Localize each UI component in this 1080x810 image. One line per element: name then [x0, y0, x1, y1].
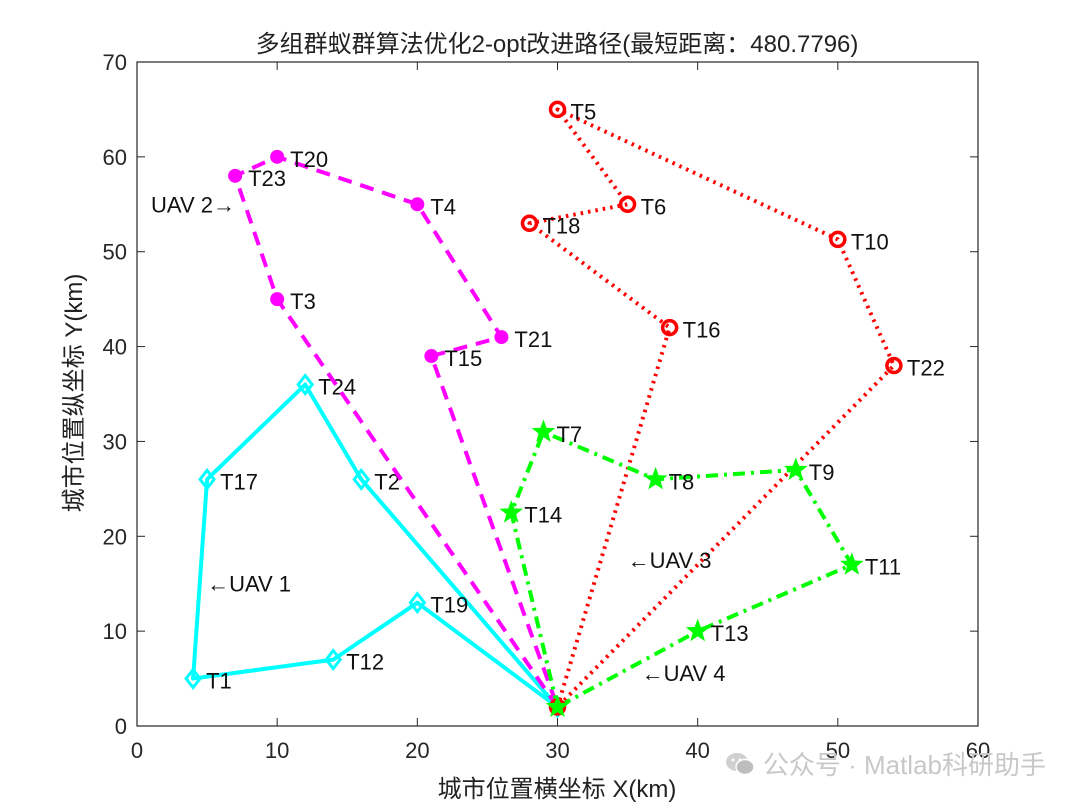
uav-4-annotation: ←UAV 4 [642, 661, 726, 686]
point-label-t21: T21 [514, 327, 552, 352]
x-tick-label: 60 [966, 738, 990, 763]
uav-4-marker-t14 [499, 500, 524, 523]
uav-4-marker-t9 [783, 457, 808, 480]
uav-2-marker-t15 [424, 349, 439, 364]
uav-3-marker-t6 [618, 195, 637, 214]
point-label-t20: T20 [290, 147, 328, 172]
point-label-t18: T18 [542, 213, 580, 238]
plot-area: 0 10 20 30 40 50 60 0 10 20 30 40 50 60 70 T19 T12 T1 T17 T… [103, 50, 991, 763]
x-tick-label: 40 [685, 738, 709, 763]
point-label-t19: T19 [430, 593, 468, 618]
uav-3-annotation: ←UAV 3 [628, 548, 712, 573]
point-label-t5: T5 [571, 99, 597, 124]
uav-1-annotation: ←UAV 1 [207, 572, 291, 597]
watermark: 公众号 · Matlab科研助手 [725, 745, 1046, 782]
x-tick-label: 20 [405, 738, 429, 763]
y-tick-label: 10 [103, 619, 127, 644]
uav-4-marker-t11 [840, 552, 864, 575]
uav-3-marker-t10 [829, 230, 847, 249]
chart-title: 多组群蚁群算法优化2-opt改进路径(最短距离：480.7796) [256, 31, 859, 58]
uav-1-marker-t17 [198, 467, 216, 491]
uav-1-marker-t1 [184, 667, 202, 691]
point-label-t6: T6 [641, 194, 667, 219]
point-label-t4: T4 [430, 194, 456, 219]
uav-2-annotation: UAV 2→ [151, 192, 235, 217]
uav-1-marker-t12 [324, 648, 343, 672]
uav-4-marker-t7 [531, 419, 556, 443]
uav-4-depot-marker [545, 694, 570, 718]
uav-3-marker-t5 [548, 100, 567, 119]
point-label-t16: T16 [683, 318, 721, 343]
x-tick-label: 0 [131, 738, 143, 763]
uav-2-marker-t20 [270, 149, 285, 164]
uav-3-marker-t18 [520, 214, 539, 233]
y-tick-label: 50 [103, 240, 127, 265]
point-label-t7: T7 [556, 422, 582, 447]
uav-4-marker-t13 [685, 618, 710, 642]
point-label-t8: T8 [669, 469, 695, 494]
point-label-t10: T10 [851, 229, 889, 254]
point-label-t13: T13 [711, 621, 749, 646]
watermark-text: 公众号 · Matlab科研助手 [762, 750, 1046, 780]
point-label-t15: T15 [444, 346, 482, 371]
uav-4-route-line [509, 429, 854, 709]
y-tick-label: 0 [115, 714, 127, 739]
uav-1-marker-t19 [408, 591, 427, 615]
uav-1-route-line [191, 382, 560, 709]
point-label-t3: T3 [290, 289, 316, 314]
x-tick-label: 50 [826, 738, 850, 763]
point-label-t23: T23 [248, 166, 286, 191]
point-label-t1: T1 [206, 669, 232, 694]
point-label-t24: T24 [318, 375, 356, 400]
uav-1-marker-t24 [296, 373, 315, 396]
wechat-icon [725, 751, 755, 777]
point-label-t12: T12 [346, 650, 384, 675]
y-tick-label: 20 [103, 524, 127, 549]
uav-2-route-line [233, 154, 560, 709]
uav-3-marker-t16 [660, 318, 679, 337]
point-label-t22: T22 [907, 356, 945, 381]
uav-2-marker-t23 [228, 168, 243, 183]
x-tick-label: 30 [545, 738, 569, 763]
uav-2-marker-t21 [494, 330, 509, 345]
uav-2-marker-t3 [270, 292, 285, 307]
y-tick-label: 30 [103, 429, 127, 454]
point-label-t9: T9 [809, 460, 835, 485]
uav-3-route-line [527, 107, 896, 709]
point-label-t17: T17 [220, 469, 258, 494]
point-label-t11: T11 [865, 555, 901, 580]
uav-2-marker-t4 [410, 197, 425, 212]
x-tick-label: 10 [265, 738, 289, 763]
uav-4-marker-t8 [643, 466, 668, 490]
x-axis-label: 城市位置横坐标 X(km) [438, 776, 677, 803]
y-axis-label: 城市位置纵坐标 Y(km) [61, 274, 88, 513]
uav-3-marker-t22 [885, 356, 903, 375]
y-tick-label: 60 [103, 145, 127, 170]
y-tick-label: 70 [103, 50, 127, 75]
y-tick-label: 40 [103, 335, 127, 360]
point-label-t14: T14 [524, 503, 562, 528]
uav-1-marker-t2 [352, 467, 371, 491]
